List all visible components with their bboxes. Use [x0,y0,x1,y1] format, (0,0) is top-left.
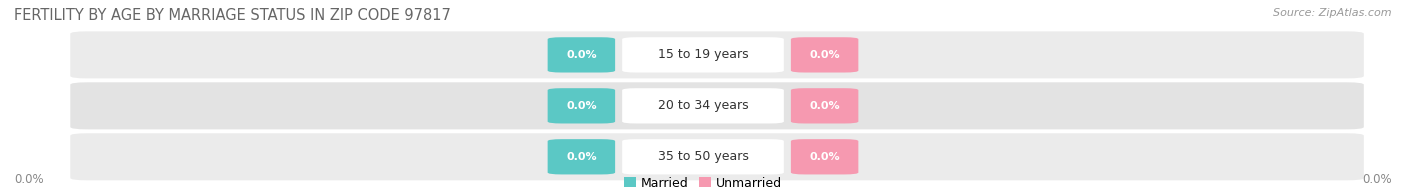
FancyBboxPatch shape [790,88,858,123]
FancyBboxPatch shape [70,133,1364,180]
Text: 0.0%: 0.0% [810,50,839,60]
FancyBboxPatch shape [790,37,858,73]
Text: 20 to 34 years: 20 to 34 years [658,99,748,112]
FancyBboxPatch shape [621,88,785,123]
Text: 0.0%: 0.0% [14,173,44,186]
FancyBboxPatch shape [70,31,1364,78]
Text: 0.0%: 0.0% [567,50,596,60]
Text: 0.0%: 0.0% [810,152,839,162]
FancyBboxPatch shape [548,139,616,174]
Text: 0.0%: 0.0% [1362,173,1392,186]
Text: 0.0%: 0.0% [810,101,839,111]
Text: Source: ZipAtlas.com: Source: ZipAtlas.com [1274,8,1392,18]
FancyBboxPatch shape [790,139,858,174]
Text: 15 to 19 years: 15 to 19 years [658,48,748,61]
FancyBboxPatch shape [548,88,616,123]
Text: 0.0%: 0.0% [567,101,596,111]
FancyBboxPatch shape [621,37,785,73]
FancyBboxPatch shape [548,37,616,73]
Text: FERTILITY BY AGE BY MARRIAGE STATUS IN ZIP CODE 97817: FERTILITY BY AGE BY MARRIAGE STATUS IN Z… [14,8,451,23]
Text: 0.0%: 0.0% [567,152,596,162]
Legend: Married, Unmarried: Married, Unmarried [624,177,782,190]
FancyBboxPatch shape [70,82,1364,129]
FancyBboxPatch shape [621,139,785,174]
Text: 35 to 50 years: 35 to 50 years [658,150,748,163]
